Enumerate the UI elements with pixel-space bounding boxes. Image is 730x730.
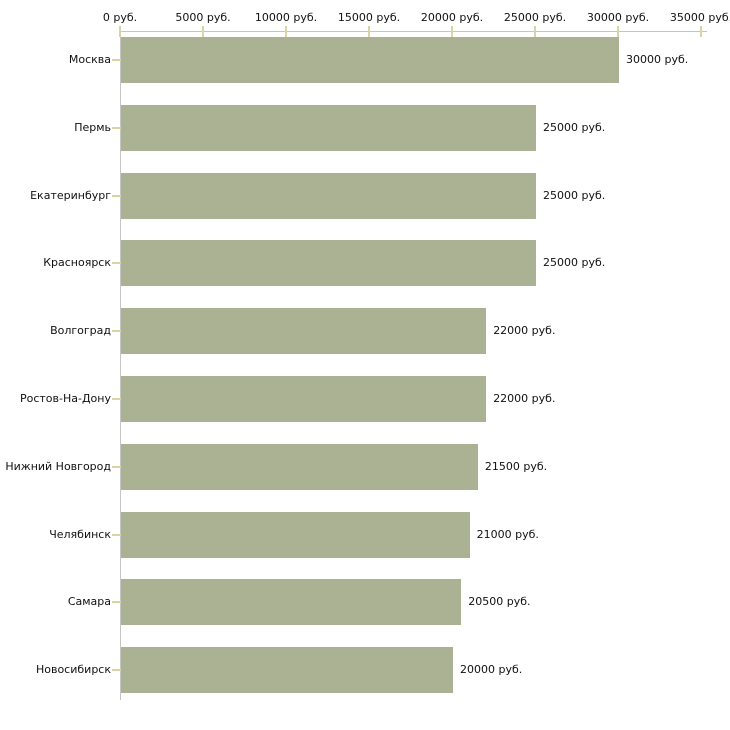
x-axis-tick [451,26,453,37]
category-label: Самара [67,595,111,609]
x-axis-tick-label: 10000 руб. [254,11,318,24]
y-axis-tick [112,59,121,61]
x-axis-tick [368,26,370,37]
x-axis-tick [285,26,287,37]
x-axis-line [120,31,707,32]
category-label: Челябинск [49,527,111,541]
x-axis-tick-label: 25000 руб. [503,11,567,24]
x-axis-tick-label: 20000 руб. [420,11,484,24]
chart-bar [121,376,487,422]
y-axis-tick [112,669,121,672]
value-label: 22000 руб. [493,392,556,405]
value-label: 25000 руб. [543,256,606,270]
value-label: 22000 руб. [493,324,556,338]
chart-bar [121,579,462,626]
chart-bar [121,104,536,151]
category-label: Красноярск [43,256,111,270]
chart-bar [121,647,453,694]
category-label: Новосибирск [35,663,111,677]
chart-bar [121,443,478,490]
y-axis-tick [112,262,121,265]
value-label: 25000 руб. [543,188,606,202]
y-axis-tick [112,398,121,400]
x-axis-tick-label: 30000 руб. [586,11,650,24]
x-axis-tick [202,26,204,37]
x-axis-tick [119,26,121,37]
x-axis-tick-label: 15000 руб. [337,11,401,24]
y-axis-tick [112,330,121,333]
value-label: 20500 руб. [468,595,531,609]
x-axis-tick [534,26,536,37]
category-label: Москва [68,53,111,66]
y-axis-tick [112,126,121,129]
chart-bar [121,37,619,83]
category-label: Пермь [74,120,111,134]
x-axis-tick-label: 35000 руб. [669,11,730,24]
y-axis-tick [112,465,121,468]
y-axis-tick [112,194,121,197]
value-label: 21500 руб. [484,459,548,473]
category-label: Ростов-На-Дону [19,392,111,405]
chart-bar [121,308,487,355]
y-axis-tick [112,533,121,536]
value-label: 21000 руб. [476,527,539,541]
category-label: Екатеринбург [30,188,111,202]
x-axis-tick [617,26,619,37]
category-label: Нижний Новгород [5,459,111,473]
x-axis-tick-label: 5000 руб. [175,11,231,24]
value-label: 25000 руб. [543,120,606,134]
x-axis-tick-label: 0 руб. [102,11,138,24]
y-axis-tick [112,601,121,604]
y-axis-line [120,31,121,700]
category-label: Волгоград [50,324,111,338]
x-axis-tick [700,26,702,37]
value-label: 20000 руб. [460,663,523,677]
chart-bar [121,172,536,219]
chart-bar [121,511,470,558]
chart-bar [121,240,536,287]
value-label: 30000 руб. [626,53,689,66]
